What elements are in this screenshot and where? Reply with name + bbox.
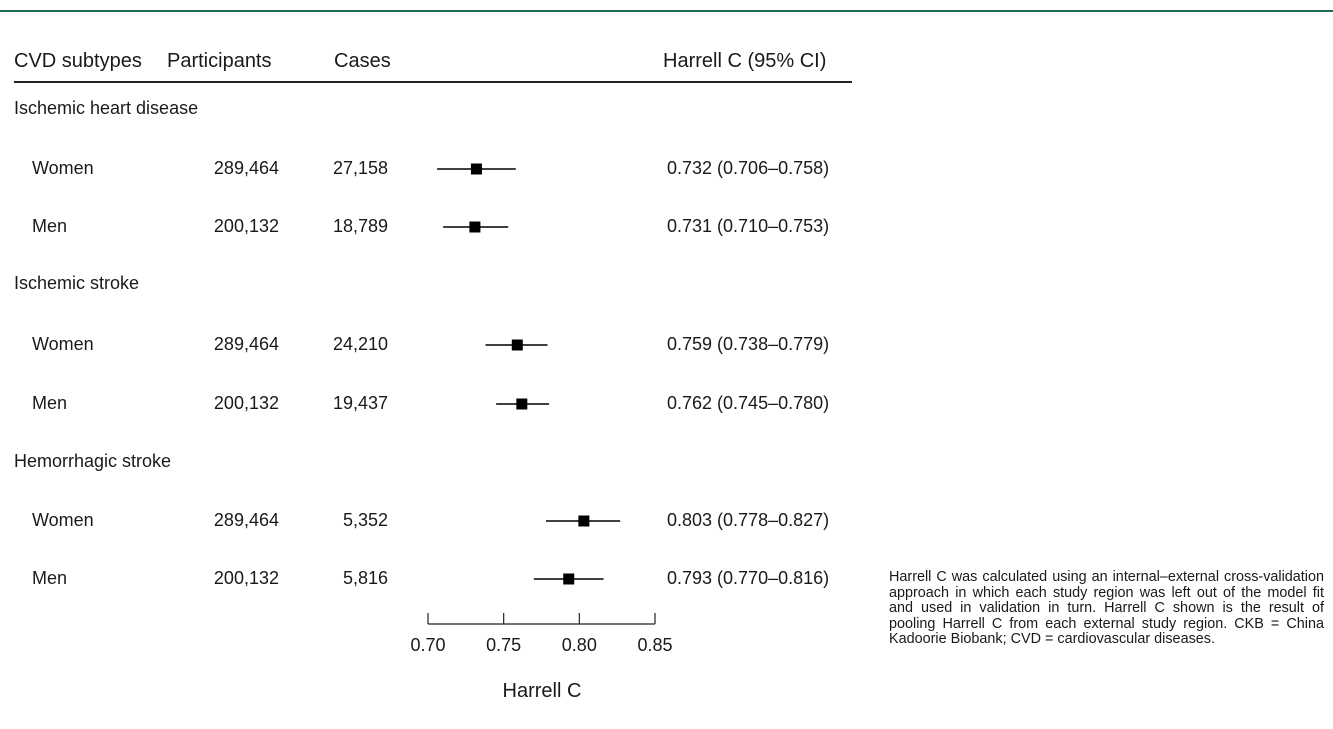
x-tick-label: 0.75: [486, 635, 521, 655]
row-sex: Men: [32, 216, 68, 236]
row-ci-text: 0.793 (0.770–0.816): [667, 568, 830, 588]
row-participants: 200,132: [213, 393, 279, 413]
top-accent-rule: [0, 10, 1333, 12]
forest-plot-table: CVD subtypes Participants Cases Harrell …: [14, 50, 852, 702]
row-participants: 289,464: [213, 158, 279, 178]
point-estimate-marker: [578, 515, 590, 527]
row-cases: 27,158: [332, 158, 388, 178]
row-participants: 289,464: [213, 334, 279, 354]
point-estimate-marker: [563, 573, 575, 585]
point-estimate-marker: [511, 339, 523, 351]
row-cases: 19,437: [332, 393, 388, 413]
group-label: Hemorrhagic stroke: [14, 451, 172, 471]
row-participants: 289,464: [213, 510, 279, 530]
forest-plot-area: 0.70 0.75 0.80 0.85 Harrell C: [410, 163, 673, 702]
header-participants: Participants: [167, 50, 272, 72]
row-sex: Men: [32, 393, 68, 413]
row-sex: Women: [32, 510, 94, 530]
row-sex: Women: [32, 334, 94, 354]
row-cases: 5,352: [342, 510, 388, 530]
row-ci-text: 0.732 (0.706–0.758): [667, 158, 830, 178]
header-harrell-ci: Harrell C (95% CI): [663, 50, 827, 72]
figure-footnote: Harrell C was calculated using an intern…: [889, 569, 1324, 648]
row-ci-text: 0.803 (0.778–0.827): [667, 510, 830, 530]
row-cases: 18,789: [332, 216, 388, 236]
row-participants: 200,132: [213, 216, 279, 236]
point-estimate-marker: [469, 221, 481, 233]
point-estimate-marker: [470, 163, 482, 175]
row-sex: Women: [32, 158, 94, 178]
x-tick-label: 0.80: [562, 635, 597, 655]
row-ci-text: 0.759 (0.738–0.779): [667, 334, 830, 354]
row-cases: 24,210: [332, 334, 388, 354]
row-ci-text: 0.762 (0.745–0.780): [667, 393, 830, 413]
x-tick-label: 0.85: [637, 635, 672, 655]
group-label: Ischemic stroke: [14, 273, 140, 293]
row-sex: Men: [32, 568, 68, 588]
x-axis-label: Harrell C: [503, 680, 582, 702]
header-cvd-subtypes: CVD subtypes: [14, 50, 142, 72]
header-rule: [14, 81, 852, 83]
row-participants: 200,132: [213, 568, 279, 588]
row-cases: 5,816: [342, 568, 388, 588]
header-cases: Cases: [334, 50, 391, 72]
row-ci-text: 0.731 (0.710–0.753): [667, 216, 830, 236]
group-label: Ischemic heart disease: [14, 98, 199, 118]
point-estimate-marker: [516, 398, 528, 410]
x-tick-label: 0.70: [410, 635, 445, 655]
